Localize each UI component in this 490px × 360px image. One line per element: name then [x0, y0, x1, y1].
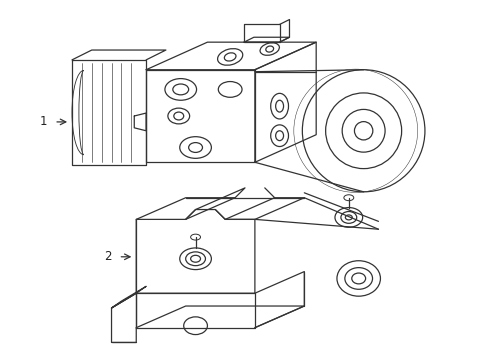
Text: 1: 1 [40, 116, 47, 129]
Text: 2: 2 [104, 250, 112, 263]
